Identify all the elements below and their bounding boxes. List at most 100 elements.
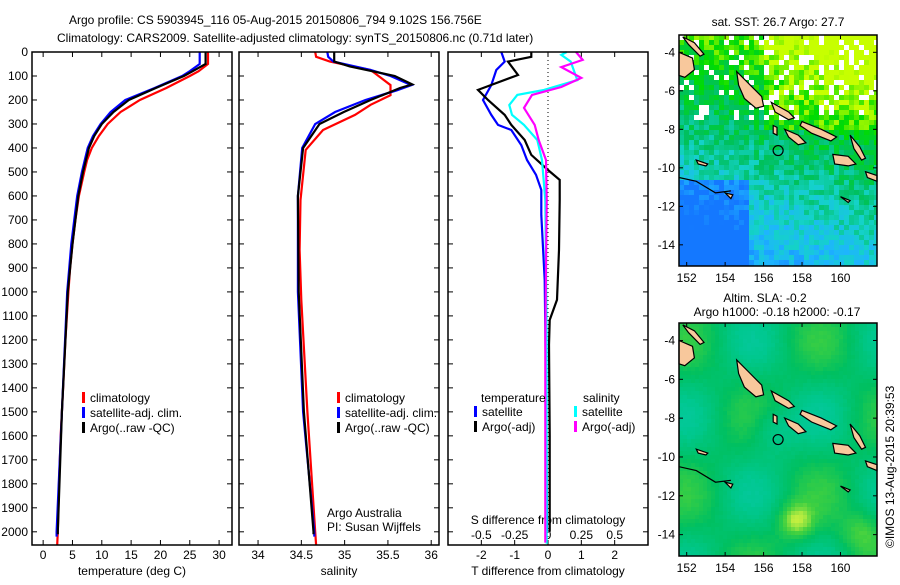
- sla-cell: [851, 331, 855, 335]
- sla-cell: [751, 483, 755, 487]
- sst-cell: [699, 245, 704, 250]
- sla-cell: [871, 519, 875, 523]
- sst-cell: [729, 245, 734, 250]
- sla-cell: [743, 475, 747, 479]
- sla-cell: [695, 427, 699, 431]
- sst-cell: [824, 210, 829, 215]
- sla-cell: [767, 531, 771, 535]
- sst-cell: [734, 40, 739, 45]
- sla-cell: [683, 539, 687, 543]
- sst-cell: [799, 225, 804, 230]
- sla-cell: [815, 455, 819, 459]
- sst-cell: [869, 240, 874, 245]
- sst-cell: [799, 200, 804, 205]
- sst-cell: [839, 245, 844, 250]
- sst-cell: [739, 175, 744, 180]
- sla-cell: [767, 423, 771, 427]
- sst-cell: [839, 70, 844, 75]
- sla-cell: [859, 523, 863, 527]
- sla-cell: [799, 331, 803, 335]
- sla-cell: [715, 503, 719, 507]
- sla-cell: [843, 331, 847, 335]
- sst-cell: [824, 150, 829, 155]
- sla-cell: [691, 451, 695, 455]
- sla-cell: [699, 391, 703, 395]
- sst-cell: [829, 115, 834, 120]
- sst-cell: [699, 145, 704, 150]
- sla-cell: [743, 515, 747, 519]
- sst-cell: [809, 200, 814, 205]
- sla-cell: [691, 475, 695, 479]
- sla-cell: [771, 491, 775, 495]
- sst-cell: [834, 60, 839, 65]
- sst-cell: [804, 100, 809, 105]
- sla-cell: [763, 507, 767, 511]
- sst-cell: [789, 245, 794, 250]
- sst-cell: [734, 215, 739, 220]
- sla-cell: [739, 487, 743, 491]
- sla-cell: [735, 439, 739, 443]
- sla-cell: [747, 479, 751, 483]
- depth-tick-label: 2000: [1, 525, 28, 539]
- depth-tick-label: 1100: [2, 309, 28, 323]
- sla-cell: [871, 407, 875, 411]
- sla-cell: [843, 355, 847, 359]
- sst-cell: [849, 245, 854, 250]
- sst-cell: [839, 115, 844, 120]
- sla-cell: [851, 419, 855, 423]
- sla-cell: [871, 395, 875, 399]
- sla-cell: [811, 515, 815, 519]
- sla-cell: [751, 459, 755, 463]
- sla-cell: [855, 355, 859, 359]
- sla-cell: [739, 395, 743, 399]
- sla-cell: [819, 531, 823, 535]
- sla-cell: [691, 491, 695, 495]
- sla-cell: [727, 547, 731, 551]
- sst-cell: [814, 155, 819, 160]
- sla-cell: [727, 403, 731, 407]
- sla-cell: [847, 475, 851, 479]
- sst-cell: [814, 45, 819, 50]
- sla-cell: [867, 507, 871, 511]
- sla-cell: [807, 515, 811, 519]
- sla-cell: [819, 363, 823, 367]
- sst-cell: [749, 65, 754, 70]
- sst-cell: [694, 75, 699, 80]
- sst-cell: [864, 60, 869, 65]
- sst-cell: [824, 120, 829, 125]
- sla-cell: [715, 427, 719, 431]
- sla-cell: [843, 459, 847, 463]
- sla-cell: [759, 511, 763, 515]
- sst-cell: [749, 175, 754, 180]
- sla-cell: [843, 387, 847, 391]
- sst-cell: [799, 105, 804, 110]
- sla-cell: [799, 367, 803, 371]
- sla-cell: [707, 367, 711, 371]
- sla-cell: [811, 459, 815, 463]
- sla-cell: [823, 375, 827, 379]
- sla-cell: [855, 351, 859, 355]
- sst-cell: [759, 250, 764, 255]
- sst-cell: [714, 40, 719, 45]
- sst-cell: [869, 205, 874, 210]
- sla-cell: [775, 371, 779, 375]
- sla-cell: [779, 455, 783, 459]
- sla-cell: [747, 335, 751, 339]
- sst-cell: [804, 60, 809, 65]
- sst-cell: [684, 190, 689, 195]
- sst-cell: [774, 40, 779, 45]
- sla-cell: [735, 343, 739, 347]
- sla-cell: [803, 495, 807, 499]
- sla-cell: [703, 483, 707, 487]
- sst-cell: [754, 210, 759, 215]
- sst-cell: [824, 230, 829, 235]
- sst-cell: [859, 255, 864, 260]
- sla-cell: [719, 535, 723, 539]
- sla-cell: [695, 411, 699, 415]
- sla-cell: [831, 523, 835, 527]
- sla-cell: [791, 367, 795, 371]
- sla-cell: [799, 535, 803, 539]
- sst-cell: [839, 60, 844, 65]
- sla-cell: [819, 447, 823, 451]
- sst-cell: [749, 240, 754, 245]
